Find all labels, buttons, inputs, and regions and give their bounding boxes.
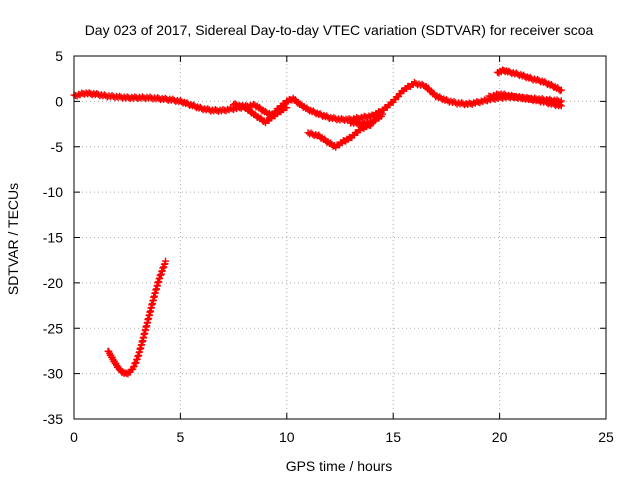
x-tick-label: 20 [492, 429, 508, 445]
data-point [557, 97, 565, 105]
x-tick-label: 15 [385, 429, 401, 445]
x-tick-label: 0 [70, 429, 78, 445]
track-dip-late-evening [230, 100, 291, 127]
data-point [556, 98, 564, 106]
track-evening-secondary [347, 110, 387, 129]
y-tick-label: -10 [43, 184, 63, 200]
axis-ticks: 0 5 10 15 20 25 5 0 -5 -10 -15 -20 -25 -30 -35 [43, 48, 614, 445]
data-point [222, 107, 230, 115]
data-series [70, 66, 565, 378]
track-decline-late [485, 90, 565, 106]
y-tick-label: 5 [55, 48, 63, 64]
data-point [556, 87, 564, 95]
y-tick-label: -30 [43, 366, 63, 382]
data-point [468, 100, 476, 108]
data-point [362, 120, 370, 128]
y-tick-label: -20 [43, 275, 63, 291]
y-tick-label: 0 [55, 93, 63, 109]
chart-title: Day 023 of 2017, Sidereal Day-to-day VTE… [85, 22, 594, 38]
x-tick-label: 25 [598, 429, 614, 445]
y-tick-label: -35 [43, 411, 63, 427]
y-tick-label: -25 [43, 320, 63, 336]
track-main-near-zero [70, 78, 565, 124]
x-tick-label: 5 [177, 429, 185, 445]
data-point [379, 110, 387, 118]
data-point [283, 104, 291, 112]
x-tick-label: 10 [279, 429, 295, 445]
track-high-late [493, 66, 565, 95]
data-point [162, 257, 170, 265]
grid-lines [74, 56, 606, 419]
y-tick-label: -5 [51, 139, 64, 155]
y-tick-label: -15 [43, 230, 63, 246]
x-axis-label: GPS time / hours [286, 458, 393, 474]
data-point [557, 86, 565, 94]
y-axis-label: SDTVAR / TECUs [5, 183, 21, 295]
data-point [365, 119, 373, 127]
track-low-arc [104, 257, 170, 378]
